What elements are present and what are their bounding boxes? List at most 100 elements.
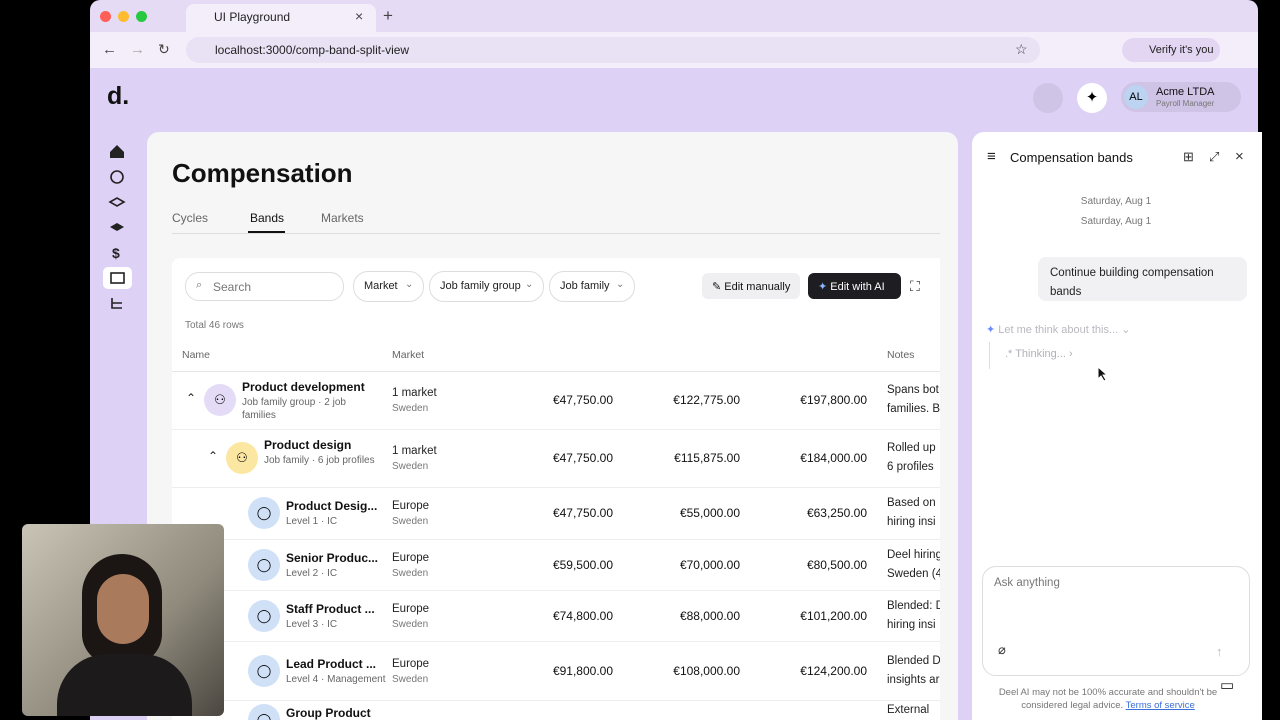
account-role: Payroll Manager bbox=[1156, 99, 1215, 108]
thinking-text: Thinking... bbox=[1015, 348, 1066, 360]
row-subtitle: Level 3 · IC bbox=[286, 618, 338, 630]
terms-link[interactable]: Terms of service bbox=[1125, 700, 1195, 711]
ai-thought-text: Let me think about this... bbox=[998, 324, 1119, 336]
filter-label: Market bbox=[364, 280, 398, 292]
row-icon: ⚇ bbox=[204, 384, 236, 416]
expand-toggle[interactable]: ⌃ bbox=[208, 449, 219, 463]
notes: Blended: D bbox=[887, 599, 940, 612]
notes: Rolled up bbox=[887, 442, 936, 454]
maximum: €197,800.00 bbox=[800, 393, 867, 407]
filter-dropdown[interactable]: Job family group ⌄ bbox=[429, 271, 544, 302]
row-icon: ⚇ bbox=[226, 442, 258, 474]
fullscreen-button[interactable]: ⛶ bbox=[910, 278, 920, 294]
webcam-person-face bbox=[97, 574, 149, 644]
table-row[interactable]: ◯ Product Desig... Level 1 · IC Europe Swede… bbox=[172, 487, 940, 540]
edit-manually-text: Edit manually bbox=[724, 281, 791, 293]
tab[interactable]: Bands bbox=[250, 211, 285, 225]
chat-menu[interactable]: ≡ bbox=[987, 148, 996, 165]
theme-button[interactable] bbox=[1033, 83, 1063, 113]
row-icon: ◯ bbox=[248, 548, 280, 581]
chat-input[interactable] bbox=[982, 566, 1250, 676]
table-row[interactable]: ◯ Lead Product ... Level 4 · Management Eur… bbox=[172, 641, 940, 701]
address-bar[interactable] bbox=[186, 37, 1040, 63]
nav-table-active[interactable] bbox=[103, 267, 132, 289]
nav-home[interactable] bbox=[110, 145, 124, 158]
minimum: €47,750.00 bbox=[552, 506, 613, 520]
nav-table-icon bbox=[110, 272, 125, 284]
chat-input-placeholder: Ask anything bbox=[994, 577, 1060, 589]
ai-button[interactable]: ✦ bbox=[1077, 83, 1107, 113]
reload-button[interactable]: ↻ bbox=[158, 41, 170, 57]
filter-chevron: ⌄ bbox=[616, 279, 625, 290]
new-tab[interactable]: + bbox=[383, 6, 393, 25]
row-name: Product Desig... bbox=[286, 499, 378, 513]
nav-layers[interactable] bbox=[108, 197, 126, 207]
maximum: €63,250.00 bbox=[806, 506, 867, 520]
row-subtitle: Job family · 6 job profiles bbox=[264, 455, 375, 466]
edit-manually-button[interactable] bbox=[702, 273, 800, 299]
ai-thought[interactable]: ✦ Let me think about this... ⌄ bbox=[986, 324, 1131, 336]
market: Europe bbox=[392, 500, 430, 512]
tab[interactable]: Markets bbox=[321, 211, 364, 225]
send-button[interactable]: ↑ bbox=[1216, 644, 1223, 659]
expand-toggle[interactable]: ⌃ bbox=[186, 391, 197, 405]
notes: families. B bbox=[887, 403, 940, 415]
maximum: €124,200.00 bbox=[800, 663, 867, 678]
column-header: Notes bbox=[887, 349, 915, 361]
disclaimer: Deel AI may not be 100% accurate and sho… bbox=[992, 686, 1224, 712]
nav-info[interactable] bbox=[110, 170, 124, 184]
bookmark-star[interactable]: ☆ bbox=[1015, 41, 1028, 57]
market-sub: Sweden bbox=[392, 673, 429, 685]
thinking[interactable]: .* Thinking... › bbox=[1005, 348, 1073, 360]
nav-tree[interactable] bbox=[111, 298, 122, 309]
filter-dropdown[interactable]: Job family ⌄ bbox=[549, 271, 635, 302]
table-row[interactable]: ⌃ ⚇ Product design Job family · 6 job profi… bbox=[172, 429, 940, 488]
table-row[interactable]: ◯ Staff Product ... Level 3 · IC Europe Swed… bbox=[172, 590, 940, 642]
table-row[interactable]: ◯ Senior Produc... Level 2 · IC Europe Swede… bbox=[172, 539, 940, 591]
tab-close[interactable]: × bbox=[355, 8, 364, 24]
table-panel bbox=[172, 258, 940, 720]
minimize-window[interactable] bbox=[118, 11, 129, 22]
row-name: Senior Produc... bbox=[286, 550, 379, 565]
maximize-window[interactable] bbox=[136, 11, 147, 22]
logo[interactable]: d. bbox=[107, 82, 130, 110]
disclaimer-text: Deel AI may not be 100% accurate and sho… bbox=[998, 687, 1218, 711]
notes: Deel hiring bbox=[887, 548, 940, 561]
notes: Spans bot bbox=[887, 384, 939, 396]
market-sub: Sweden bbox=[392, 461, 429, 472]
table-row[interactable]: ⌃ ⚇ Product development Job family group · … bbox=[172, 371, 940, 430]
row-subtitle: Level 2 · IC bbox=[286, 567, 338, 579]
close-window[interactable] bbox=[100, 11, 111, 22]
filter-dropdown[interactable]: Market ⌄ bbox=[353, 271, 424, 302]
chat-date: Saturday, Aug 1 bbox=[1080, 196, 1152, 207]
nav-stack[interactable] bbox=[110, 223, 124, 231]
new-chat[interactable]: ⊞ bbox=[1183, 149, 1194, 164]
market-sub: Sweden bbox=[392, 516, 429, 527]
profile-button[interactable] bbox=[1122, 38, 1220, 62]
table-row[interactable]: ◯ Group Product External bbox=[172, 700, 940, 720]
row-name: Group Product bbox=[286, 706, 371, 720]
forward-button[interactable]: → bbox=[130, 41, 145, 58]
maximum: €101,200.00 bbox=[800, 608, 867, 623]
chat-panel bbox=[972, 132, 1262, 720]
feedback-button[interactable]: ▭ bbox=[1220, 677, 1235, 694]
tab[interactable]: Cycles bbox=[172, 211, 209, 225]
back-button[interactable]: ← bbox=[102, 41, 117, 58]
filter-chevron: ⌄ bbox=[525, 279, 534, 290]
minimum: €91,800.00 bbox=[552, 663, 613, 678]
table-body: ⌃ ⚇ Product development Job family group · … bbox=[172, 371, 940, 720]
market-sub: Sweden bbox=[392, 567, 429, 579]
search-input[interactable] bbox=[185, 272, 344, 301]
row-name: Product development bbox=[242, 380, 365, 394]
column-header: Name bbox=[182, 349, 211, 361]
expand-chat[interactable]: ⤢ bbox=[1209, 149, 1220, 164]
nav-money[interactable]: $ bbox=[112, 245, 120, 261]
browser-tab[interactable] bbox=[186, 4, 376, 32]
attach-button[interactable]: ⌀ bbox=[998, 642, 1006, 657]
close-chat[interactable]: × bbox=[1235, 148, 1244, 165]
market: Europe bbox=[392, 551, 430, 564]
tab-underline bbox=[248, 231, 285, 233]
edit-with-ai-button[interactable] bbox=[808, 273, 901, 299]
maximum: €184,000.00 bbox=[800, 451, 867, 465]
filter-label: Job family group bbox=[440, 280, 521, 292]
